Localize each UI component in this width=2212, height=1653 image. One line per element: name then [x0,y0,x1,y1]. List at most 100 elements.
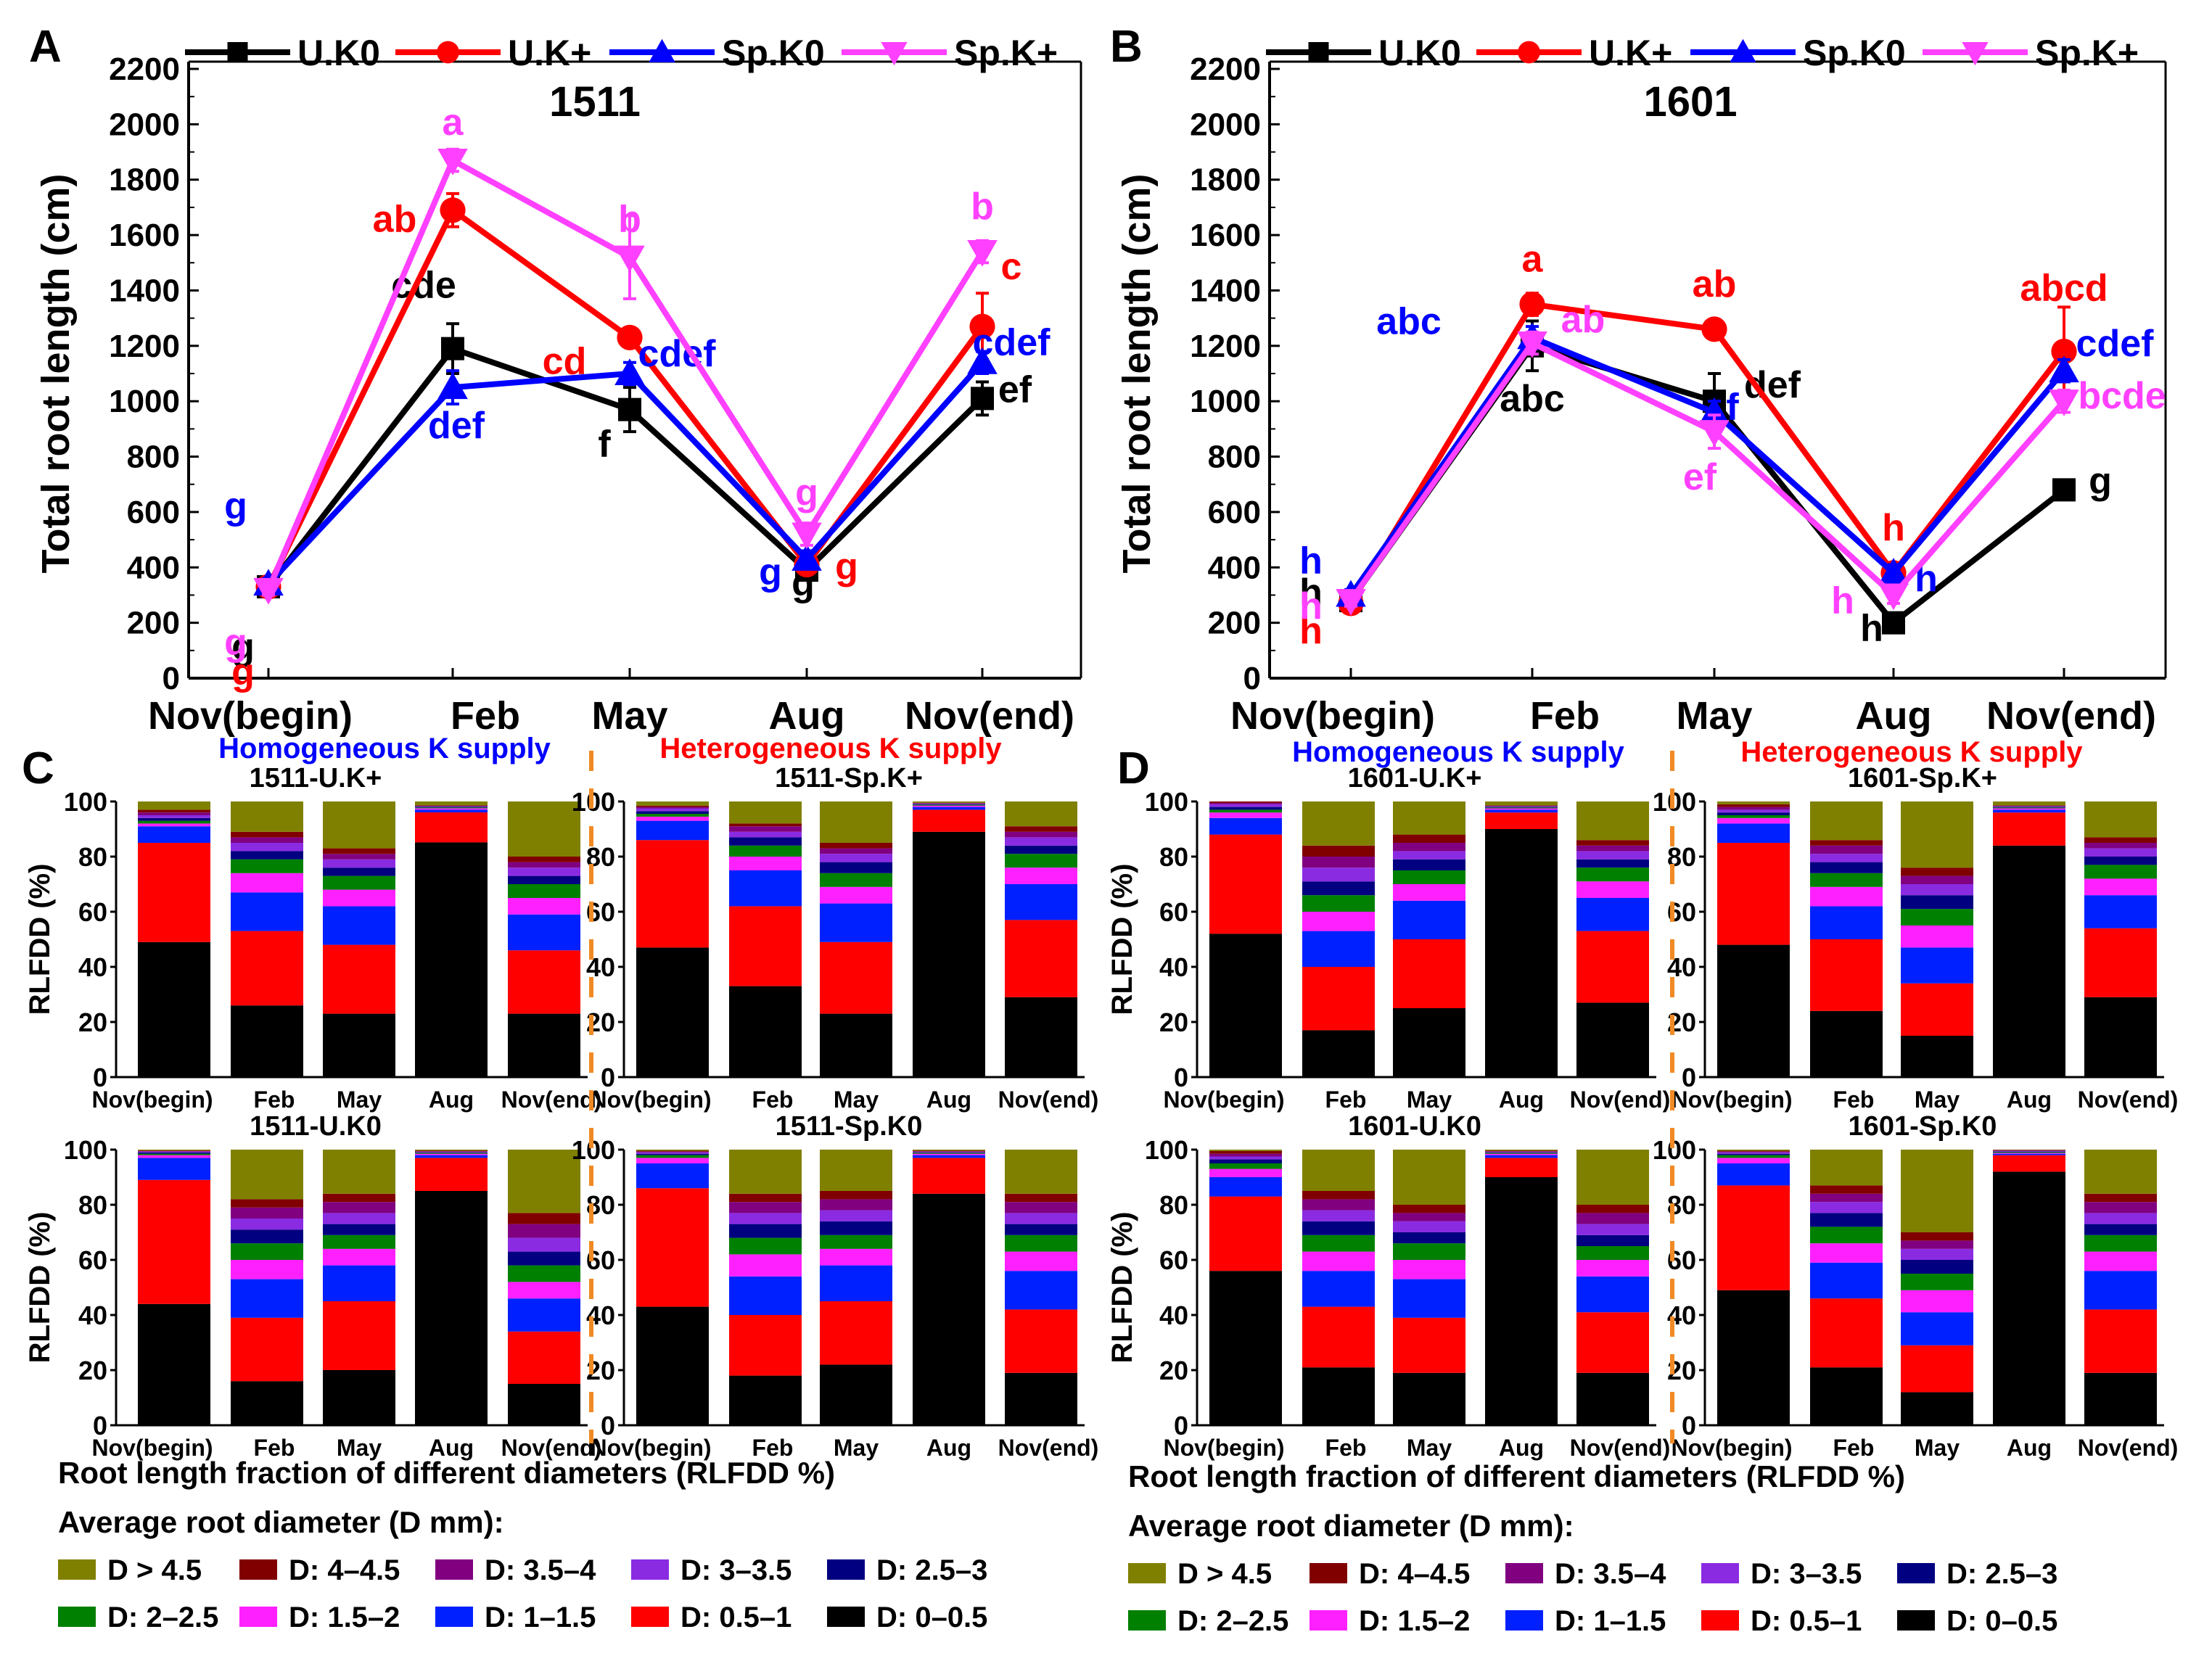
significance-letter: cdef [638,333,717,375]
y-tick-label: 1400 [1190,273,1261,308]
bar-segment [2084,1213,2157,1224]
bar-segment [1901,1240,1973,1249]
bar-segment [1576,1276,1649,1313]
bar-segment [1209,1153,1282,1157]
bar-segment [1576,1234,1649,1246]
x-tick-label: Nov(end) [1570,1435,1671,1461]
y-axis-label: RLFDD (%) [1106,1212,1138,1364]
stacked-bar-panel-1601-U.K+: 0 20 40 60 80 100 RLFDD (%) 1601-U.K+ Nov(begin)… [1106,763,1670,1113]
significance-letter: g [759,551,782,593]
x-tick-label: Aug [1856,694,1932,738]
bar-segment [820,903,892,942]
bar-segment [1717,1155,1790,1158]
bar-segment [1993,1152,2065,1153]
data-point [1519,291,1545,318]
legend-swatch [1701,1563,1739,1583]
bar-segment [913,805,985,807]
significance-letter: f [1726,386,1739,428]
bar-segment [820,854,892,862]
bar-segment [729,1237,802,1255]
bar-segment [1485,1150,1558,1151]
legend-label: D: 1–1.5 [485,1602,596,1633]
bar-segment [729,837,802,846]
bar-segment [1302,1150,1375,1191]
legend-label: D: 2–2.5 [107,1602,218,1633]
x-tick-label: May [591,694,667,738]
bar-segment [636,1306,709,1425]
legend-label: D: 0–0.5 [876,1602,987,1633]
stacked-bar-panel-1511-U.K+: 0 20 40 60 80 100 RLFDD (%) 1511-U.K+ Nov(begin)… [24,763,601,1113]
bar-segment [729,831,802,838]
legend-label: U.K0 [1378,33,1461,73]
bar-segment [323,1265,395,1301]
bar-segment [138,843,210,942]
y-tick-label: 0 [1243,661,1261,696]
significance-letter: ab [373,199,417,241]
x-tick-label: May [1407,1087,1452,1113]
bar-segment [1393,1243,1465,1260]
bar-segment [1302,931,1375,967]
y-axis-label: RLFDD (%) [24,864,56,1015]
x-tick-label: Feb [1325,1435,1367,1461]
bar-segment [1576,1205,1649,1213]
legend-label: D: 0.5–1 [1751,1605,1862,1637]
x-tick-label: Aug [769,694,845,738]
y-axis-label: RLFDD (%) [24,1212,56,1364]
bar-segment [1717,817,1790,824]
y-tick-label: 0 [163,661,180,696]
bar-segment [1810,854,1883,862]
bar-segment [1005,854,1077,868]
bar-segment [1209,1150,1282,1154]
bar-segment [1993,1171,2065,1425]
x-tick-label: Nov(end) [501,1087,602,1113]
bar-segment [2084,857,2157,865]
x-tick-label: Aug [429,1435,474,1461]
data-point [618,397,641,421]
bar-segment [1209,807,1282,810]
bar-segment [1393,801,1465,835]
x-tick-label: Aug [926,1435,971,1461]
bar-segment [415,801,488,806]
bar-segment [323,889,395,907]
bar-segment [729,1375,802,1425]
x-tick-label: Aug [2007,1435,2052,1461]
bar-segment [729,1254,802,1277]
bar-segment [1810,840,1883,846]
bar-segment [323,1301,395,1370]
bar-segment [231,1005,303,1077]
bar-segment [1005,801,1077,827]
bar-segment [231,892,303,931]
legend-label: Sp.K+ [954,33,1058,73]
bar-segment [913,804,985,806]
bar-segment [1485,1158,1558,1177]
legend-marker [1962,42,1989,66]
significance-letter: abc [1376,300,1442,342]
y-tick-label: 2000 [1190,107,1261,142]
panel-label: B [1110,22,1143,72]
data-point [2051,338,2077,365]
y-tick-label: 600 [127,495,180,530]
bar-segment [2084,1202,2157,1213]
y-tick-label: 1200 [1190,329,1261,364]
bar-segment [1393,834,1465,843]
y-tick-label: 200 [1208,606,1261,641]
bar-segment [1005,1251,1077,1271]
y-tick-label: 1000 [109,384,180,419]
data-point [792,522,822,550]
bar-segment [1485,1150,1558,1152]
bar-segment [508,1237,580,1252]
bar-segment [1810,1298,1883,1368]
y-tick-label: 100 [1145,787,1188,817]
bar-segment [231,931,303,1006]
y-tick-label: 1400 [109,273,180,308]
bar-segment [1005,920,1077,997]
legend-label: D > 4.5 [1177,1558,1272,1590]
bar-segment [636,805,709,807]
bar-segment [508,1251,580,1266]
bar-segment [820,1199,892,1211]
bar-segment [1993,806,2065,807]
x-tick-label: Feb [1833,1435,1875,1461]
bar-segment [913,1155,985,1158]
significance-letter: cdef [973,322,1051,364]
